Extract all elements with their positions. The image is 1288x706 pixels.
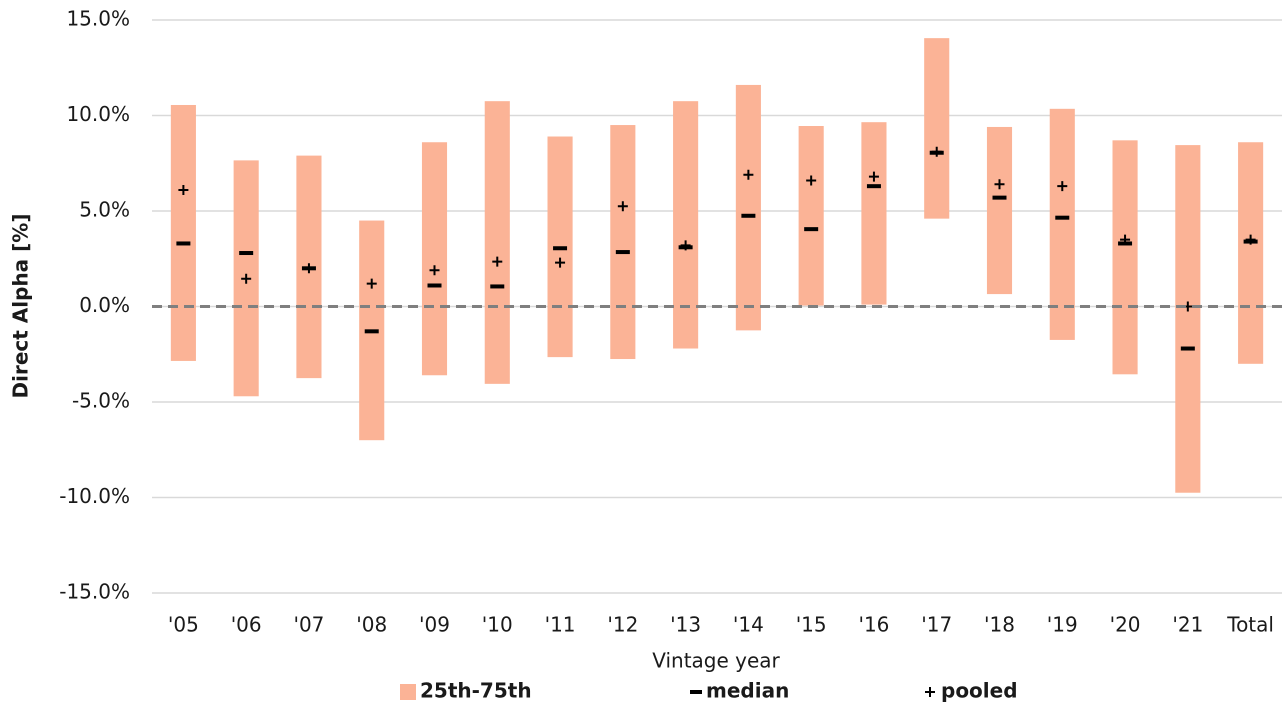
legend-swatch — [690, 690, 702, 694]
legend-label: median — [706, 679, 789, 703]
median-marker — [866, 184, 881, 189]
median-marker — [1055, 215, 1070, 220]
median-marker — [615, 250, 630, 255]
pooled-marker — [994, 179, 1005, 190]
median-marker — [741, 213, 756, 218]
pooled-marker — [868, 171, 879, 182]
median-marker — [804, 227, 819, 232]
median-marker — [176, 241, 191, 246]
y-tick-label: 15.0% — [66, 7, 130, 31]
pooled-marker — [743, 169, 754, 180]
x-tick-label: '16 — [858, 613, 889, 637]
range-bar — [673, 101, 699, 349]
pooled-marker — [617, 201, 628, 212]
x-tick-label: '19 — [1047, 613, 1078, 637]
median-marker — [427, 283, 442, 288]
median-marker — [364, 329, 379, 334]
x-tick-label: '15 — [796, 613, 827, 637]
pooled-marker — [555, 257, 566, 268]
range-bar — [986, 126, 1013, 295]
pooled-marker — [931, 146, 942, 157]
pooled-marker — [806, 175, 817, 186]
legend-swatch — [400, 684, 416, 700]
x-tick-label: '14 — [733, 613, 764, 637]
x-tick-label: '20 — [1110, 613, 1141, 637]
range-bar — [610, 125, 636, 360]
median-marker — [239, 251, 254, 256]
pooled-marker — [1245, 234, 1256, 245]
legend-label: pooled — [941, 679, 1018, 703]
y-axis-title: Direct Alpha [%] — [9, 214, 33, 399]
range-bar — [1049, 108, 1075, 340]
range-bar — [1112, 140, 1138, 375]
median-marker — [992, 195, 1007, 200]
range-bar — [924, 38, 950, 219]
range-bar — [1175, 145, 1201, 493]
range-bar — [798, 126, 824, 306]
legend-label: 25th-75th — [420, 679, 532, 703]
x-tick-label: '10 — [482, 613, 513, 637]
x-tick-label: '21 — [1172, 613, 1203, 637]
x-tick-label: '13 — [670, 613, 701, 637]
y-tick-label: 10.0% — [66, 102, 130, 126]
x-tick-label: '12 — [607, 613, 638, 637]
median-marker — [553, 246, 568, 251]
range-bar — [861, 122, 887, 305]
pooled-marker — [429, 265, 440, 276]
x-tick-label: '06 — [231, 613, 262, 637]
range-bar — [735, 84, 761, 331]
x-tick-label: '05 — [168, 613, 199, 637]
pooled-marker — [492, 256, 503, 267]
x-tick-label: '09 — [419, 613, 450, 637]
range-bar — [421, 142, 448, 376]
x-tick-label: '07 — [293, 613, 324, 637]
x-tick-label: '11 — [545, 613, 576, 637]
x-tick-label: '18 — [984, 613, 1015, 637]
legend-swatch — [925, 687, 935, 697]
y-tick-label: 5.0% — [79, 198, 130, 222]
median-marker — [1180, 346, 1195, 351]
pooled-marker — [366, 278, 377, 289]
pooled-marker — [241, 273, 252, 284]
y-tick-label: -5.0% — [72, 389, 130, 413]
range-bar — [170, 104, 196, 361]
x-tick-label: '17 — [921, 613, 952, 637]
median-marker — [490, 284, 505, 289]
x-axis-title: Vintage year — [652, 649, 780, 673]
y-tick-label: -10.0% — [59, 484, 130, 508]
x-tick-label: Total — [1226, 613, 1274, 637]
x-tick-label: '08 — [356, 613, 387, 637]
range-bar — [1238, 142, 1264, 364]
pooled-marker — [178, 184, 189, 195]
range-bar — [484, 101, 510, 384]
pooled-marker — [680, 240, 691, 251]
pooled-marker — [1120, 234, 1131, 245]
pooled-marker — [303, 263, 314, 274]
y-tick-label: -15.0% — [59, 580, 130, 604]
y-tick-label: 0.0% — [79, 293, 130, 317]
pooled-marker — [1057, 181, 1068, 192]
